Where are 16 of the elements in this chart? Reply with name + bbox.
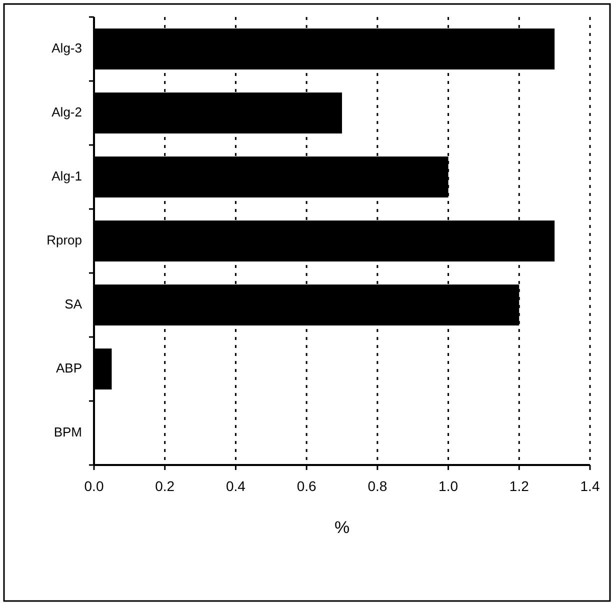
x-tick-label: 1.2 [509,478,530,494]
y-tick-label: ABP [56,360,82,376]
y-tick-label: Alg-3 [52,40,82,56]
y-tick-label: Alg-1 [52,168,82,184]
x-tick-label: 0.4 [226,478,246,494]
x-tick-label: 1.4 [580,478,600,494]
x-tick-label: 1.0 [438,478,458,494]
x-tick-label: 0.0 [84,478,104,494]
x-tick-label: 0.8 [368,478,388,494]
y-tick-label: Rprop [46,232,82,248]
x-tick-label: 0.6 [296,478,317,494]
x-axis-title: % [334,518,350,537]
x-tick-label: 0.2 [155,478,175,494]
y-tick-label: Alg-2 [52,104,82,120]
y-tick-label: BPM [54,424,82,440]
y-tick-label: SA [64,296,82,312]
